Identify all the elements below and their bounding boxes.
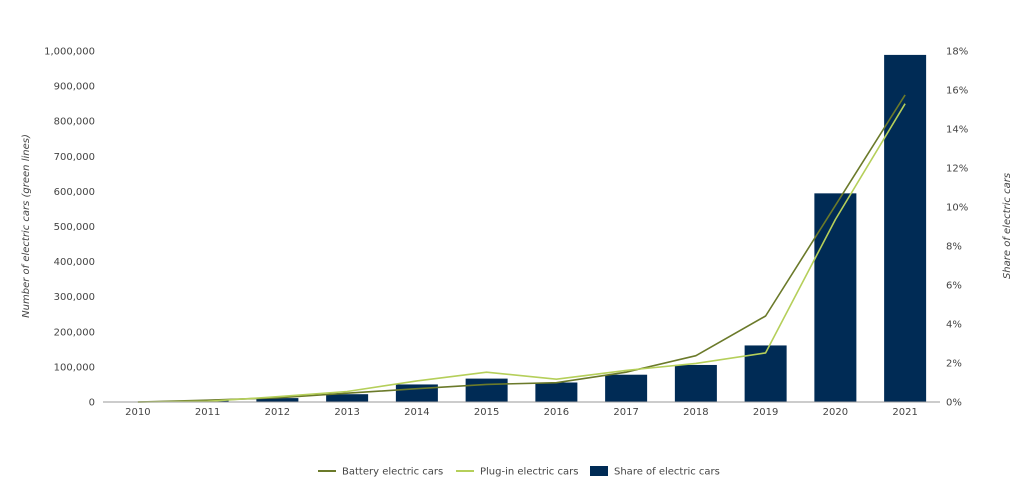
legend-label-share-of-electric-cars: Share of electric cars (614, 467, 720, 478)
y-tick-label: 400,000 (54, 257, 95, 268)
y2-tick-label: 18% (946, 47, 968, 58)
legend: Battery electric cars Plug-in electric ca… (318, 466, 720, 478)
bar-2016 (535, 382, 578, 402)
bar-2017 (605, 374, 648, 402)
y2-tick-label: 6% (946, 281, 962, 292)
y2-tick-label: 10% (946, 203, 968, 214)
bar-2019 (744, 345, 787, 402)
x-tick-label: 2016 (544, 407, 569, 418)
y2-tick-label: 14% (946, 125, 968, 136)
legend-swatch-share-of-electric-cars (590, 466, 608, 476)
bar-2012 (256, 398, 299, 402)
y-tick-label: 500,000 (54, 222, 95, 233)
y-axis-title: Number of electric cars (green lines) (21, 134, 32, 318)
x-tick-label: 2019 (753, 407, 778, 418)
x-tick-label: 2021 (892, 407, 917, 418)
x-tick-label: 2014 (404, 407, 429, 418)
y2-axis-title: Share of electric cars (1002, 173, 1013, 279)
x-tick-label: 2012 (265, 407, 290, 418)
y-tick-label: 300,000 (54, 292, 95, 303)
x-tick-label: 2011 (195, 407, 220, 418)
bar-2013 (326, 394, 369, 402)
y2-tick-label: 0% (946, 398, 962, 409)
line-plug-in-electric-cars (137, 103, 906, 403)
x-tick-label: 2015 (474, 407, 499, 418)
y-tick-label: 100,000 (54, 362, 95, 373)
y-tick-label: 200,000 (54, 327, 95, 338)
y2-tick-label: 4% (946, 320, 962, 331)
y2-tick-label: 2% (946, 359, 962, 370)
y-tick-label: 1,000,000 (44, 47, 95, 58)
x-tick-label: 2010 (125, 407, 150, 418)
x-tick-label: 2017 (613, 407, 638, 418)
y-tick-label: 600,000 (54, 187, 95, 198)
y2-tick-label: 16% (946, 86, 968, 97)
x-tick-label: 2020 (823, 407, 848, 418)
bar-2018 (674, 364, 717, 402)
legend-label-battery-electric-cars: Battery electric cars (342, 467, 443, 478)
bars-layer (186, 54, 927, 403)
legend-label-plug-in-electric-cars: Plug-in electric cars (480, 467, 578, 478)
lines-layer (137, 94, 906, 403)
bar-2021 (884, 54, 927, 403)
x-axis-ticks: 2010 2011 2012 2013 2014 2015 2016 2017 2018 2019… (125, 407, 918, 418)
line-battery-electric-cars (137, 94, 906, 403)
y2-tick-label: 8% (946, 242, 962, 253)
y-tick-label: 900,000 (54, 82, 95, 93)
bar-2020 (814, 193, 857, 402)
x-tick-label: 2018 (683, 407, 708, 418)
y-tick-label: 700,000 (54, 152, 95, 163)
x-tick-label: 2013 (334, 407, 359, 418)
y2-tick-label: 12% (946, 164, 968, 175)
y-axis-ticks: 0 100,000 200,000 300,000 400,000 500,000 600,… (44, 47, 95, 409)
y2-axis-ticks: 0% 2% 4% 6% 8% 10% 12% 14% 16% 18% (946, 47, 968, 409)
y-tick-label: 800,000 (54, 117, 95, 128)
y-tick-label: 0 (89, 398, 95, 409)
bar-2015 (465, 378, 508, 402)
